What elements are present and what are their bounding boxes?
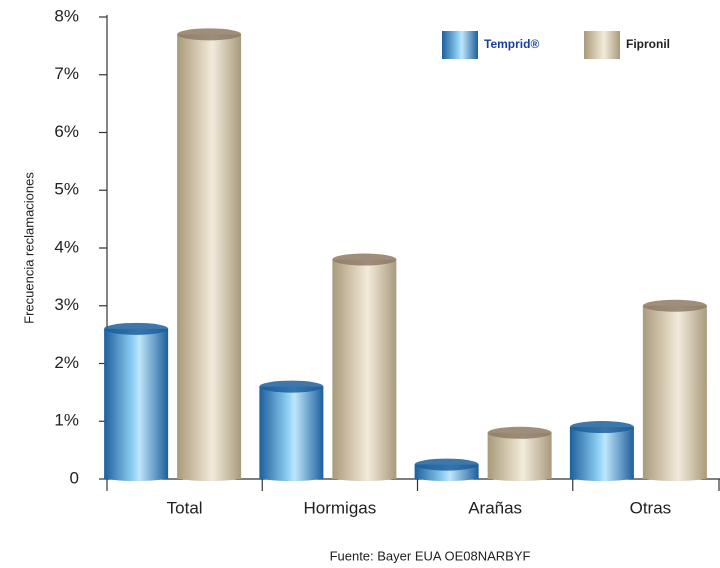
x-tick-label: Hormigas: [304, 498, 377, 517]
bar-cap: [569, 421, 634, 434]
bar-cap: [177, 28, 242, 41]
bar-base: [332, 473, 397, 481]
y-tick-label: 8%: [54, 6, 79, 25]
legend-label: Temprid®: [484, 37, 539, 51]
source-note: Fuente: Bayer EUA OE08NARBYF: [330, 548, 531, 563]
x-tick-label: Arañas: [468, 498, 522, 517]
bar: [177, 34, 242, 479]
bar-base: [104, 473, 169, 481]
bar: [569, 427, 634, 479]
bar-cap: [487, 426, 552, 439]
bar-base: [259, 473, 324, 481]
bar: [642, 305, 707, 479]
bar: [332, 259, 397, 479]
y-tick-label: 6%: [54, 122, 79, 141]
bar: [104, 328, 169, 479]
bar-base: [487, 473, 552, 481]
bar-cap: [332, 253, 397, 266]
y-tick-label: 7%: [54, 64, 79, 83]
bar-base: [177, 473, 242, 481]
y-tick-label: 4%: [54, 237, 79, 256]
legend-swatch: [584, 31, 620, 59]
y-tick-label: 5%: [54, 180, 79, 199]
y-tick-label: 2%: [54, 353, 79, 372]
bar: [487, 432, 552, 479]
bar-base: [642, 473, 707, 481]
legend-swatch: [442, 31, 478, 59]
x-tick-label: Total: [167, 498, 203, 517]
y-axis-label: Frecuencia reclamaciones: [21, 172, 36, 324]
bar-cap: [259, 380, 324, 393]
bar-cap: [642, 299, 707, 312]
bar-base: [414, 473, 479, 481]
legend-label: Fipronil: [626, 37, 670, 51]
bar-cap: [104, 322, 169, 335]
bar: [259, 386, 324, 479]
y-tick-label: 0: [70, 468, 79, 487]
bar-base: [569, 473, 634, 481]
y-tick-label: 1%: [54, 411, 79, 430]
y-tick-label: 3%: [54, 295, 79, 314]
bar-cap: [414, 458, 479, 471]
x-tick-label: Otras: [630, 498, 672, 517]
